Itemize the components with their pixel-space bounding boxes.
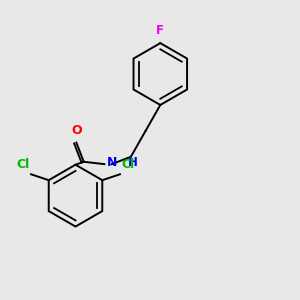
Text: O: O — [71, 124, 82, 137]
Text: H: H — [128, 156, 138, 169]
Text: Cl: Cl — [122, 158, 135, 171]
Text: Cl: Cl — [16, 158, 30, 171]
Text: F: F — [156, 24, 164, 37]
Text: N: N — [107, 156, 118, 169]
